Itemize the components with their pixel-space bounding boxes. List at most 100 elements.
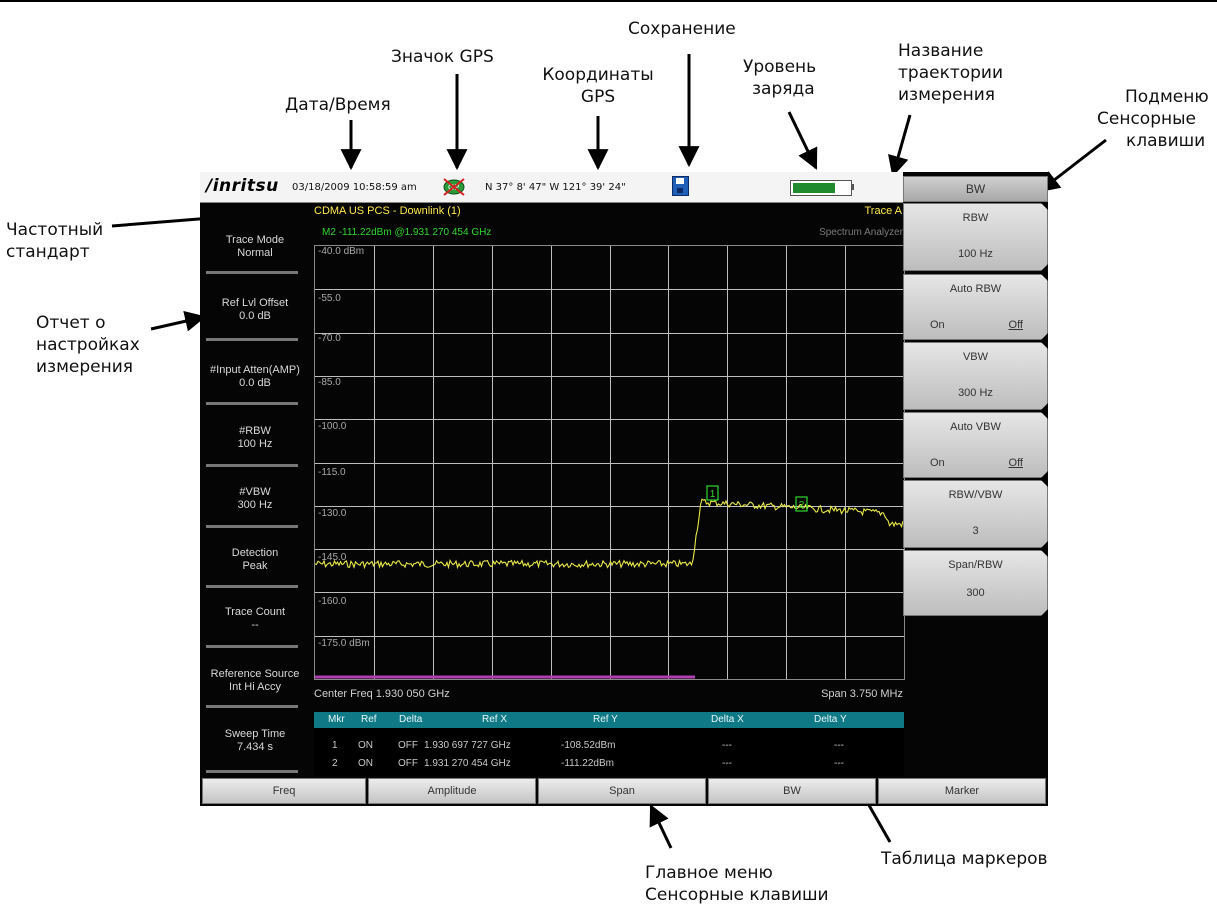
callout-settings-report: Отчет о настройках измерения — [36, 312, 140, 378]
gps-icon: GP — [443, 178, 465, 196]
arrow-main-menu — [649, 804, 673, 849]
softkey-auto-vbw[interactable]: Auto VBW On Off — [903, 412, 1048, 478]
softkey-span-rbw[interactable]: Span/RBW 300 — [903, 550, 1048, 616]
marker-1[interactable]: 1 — [706, 485, 719, 501]
divider — [206, 525, 298, 528]
setting-trace-count: Trace Count -- — [200, 606, 310, 632]
callout-datetime: Дата/Время — [285, 95, 391, 115]
table-cell: --- — [834, 740, 844, 751]
callout-gps-coords-line1: Координаты — [542, 65, 654, 85]
softkey-option-off: Off — [1008, 457, 1023, 469]
setting-input-atten: #Input Atten(AMP) 0.0 dB — [200, 364, 310, 390]
setting-reference-source: Reference Source Int Hi Accy — [200, 668, 310, 694]
column-header: Ref X — [482, 714, 508, 725]
y-tick-label: -55.0 — [318, 293, 341, 304]
setting-value: Int Hi Accy — [229, 681, 281, 693]
callout-freq-standard-line1: Частотный — [6, 220, 104, 240]
setting-rbw: #RBW 100 Hz — [200, 425, 310, 451]
divider — [206, 705, 298, 708]
y-tick-label: -115.0 — [318, 467, 346, 478]
setting-value: -- — [251, 619, 259, 631]
table-cell: --- — [834, 758, 844, 769]
table-cell: ON — [358, 740, 373, 751]
y-tick-label: -100.0 — [318, 421, 347, 432]
spectrum-plot[interactable]: 1 2 — [314, 245, 905, 680]
table-cell: -111.22dBm — [561, 758, 614, 769]
spectrum-trace — [315, 498, 904, 570]
callout-settings-report-line1: Отчет о — [36, 313, 106, 333]
divider — [206, 645, 298, 648]
callout-trace-name: Название траектории измерения — [898, 40, 1003, 106]
softkey-rbw[interactable]: RBW 100 Hz — [903, 203, 1048, 271]
softkey-value: 300 — [966, 587, 985, 599]
callout-main-menu-line2: Сенсорные клавиши — [645, 885, 829, 905]
callout-save: Сохранение — [628, 19, 736, 39]
softkey-title: Span/RBW — [948, 559, 1003, 571]
column-header: Delta — [399, 714, 423, 725]
setting-sweep-time: Sweep Time 7.434 s — [200, 728, 310, 754]
setting-vbw: #VBW 300 Hz — [200, 486, 310, 512]
table-cell: 1.931 270 454 GHz — [424, 758, 511, 769]
divider — [206, 271, 298, 274]
setting-trace-mode: Trace Mode Normal — [200, 234, 310, 260]
main-menu-bw[interactable]: BW — [708, 778, 876, 804]
save-icon[interactable] — [672, 176, 689, 196]
divider — [206, 770, 298, 773]
main-menu: Freq Amplitude Span BW Marker — [200, 776, 1048, 806]
divider — [206, 402, 298, 405]
table-cell: OFF — [398, 740, 418, 751]
callout-gps-coords: Координаты GPS — [528, 64, 668, 108]
table-cell: --- — [722, 740, 732, 751]
status-datetime: 03/18/2009 10:58:59 am — [292, 182, 417, 193]
main-menu-span[interactable]: Span — [538, 778, 706, 804]
softkey-option-on: On — [930, 457, 945, 469]
callout-trace-name-line1: Название — [898, 41, 984, 61]
callout-battery-line2: заряда — [752, 79, 815, 99]
center-frequency: Center Freq 1.930 050 GHz — [314, 688, 450, 700]
table-cell: --- — [722, 758, 732, 769]
marker-2[interactable]: 2 — [795, 496, 808, 512]
setting-detection: Detection Peak — [200, 547, 310, 573]
softkey-auto-rbw[interactable]: Auto RBW On Off — [903, 274, 1048, 340]
callout-battery: Уровень заряда — [743, 56, 816, 100]
column-header: Mkr — [328, 714, 345, 725]
divider — [206, 338, 298, 341]
softkey-title: Auto RBW — [949, 283, 1002, 295]
analyzer-screen: /inritsu 03/18/2009 10:58:59 am GP N 37°… — [200, 172, 1048, 806]
spectrum-graph: 1 2 — [315, 246, 904, 679]
main-menu-freq[interactable]: Freq — [202, 778, 366, 804]
divider — [206, 585, 298, 588]
table-cell: 1.930 697 727 GHz — [424, 740, 511, 751]
y-tick-label: -40.0 dBm — [318, 246, 365, 257]
status-bar: /inritsu 03/18/2009 10:58:59 am GP N 37°… — [200, 172, 903, 203]
battery-tip — [851, 184, 854, 190]
setting-value: 0.0 dB — [239, 310, 271, 322]
setting-title: Sweep Time — [224, 728, 286, 740]
setting-ref-lvl-offset: Ref Lvl Offset 0.0 dB — [200, 297, 310, 323]
softkey-option-on: On — [930, 319, 945, 331]
callout-freq-standard: Частотный стандарт — [6, 219, 103, 263]
main-menu-marker[interactable]: Marker — [878, 778, 1046, 804]
setting-title: #Input Atten(AMP) — [210, 364, 300, 376]
y-tick-label: -145.0 — [318, 552, 347, 563]
setting-title: Detection — [231, 547, 279, 559]
marker-2-label: 2 — [799, 500, 805, 511]
setting-value: 100 Hz — [237, 438, 273, 450]
callout-trace-name-line2: траектории — [898, 63, 1004, 83]
setting-title: Trace Count — [224, 606, 286, 618]
status-gps-coords: N 37° 8' 47" W 121° 39' 24" — [485, 182, 626, 193]
column-header: Ref Y — [593, 714, 618, 725]
setting-title: #VBW — [239, 486, 271, 498]
top-rule — [0, 0, 1217, 2]
column-header: Delta X — [711, 714, 744, 725]
softkey-title: Auto VBW — [950, 421, 1001, 433]
setting-title: Ref Lvl Offset — [221, 297, 289, 309]
table-cell: ON — [358, 758, 373, 769]
arrow-trace-name — [888, 114, 912, 178]
softkey-vbw[interactable]: VBW 300 Hz — [903, 342, 1048, 410]
softkey-rbw-vbw[interactable]: RBW/VBW 3 — [903, 480, 1048, 548]
column-header: Ref — [361, 714, 377, 725]
y-tick-label: -160.0 — [318, 596, 347, 607]
softkey-value: 100 Hz — [958, 248, 993, 260]
main-menu-amplitude[interactable]: Amplitude — [368, 778, 536, 804]
